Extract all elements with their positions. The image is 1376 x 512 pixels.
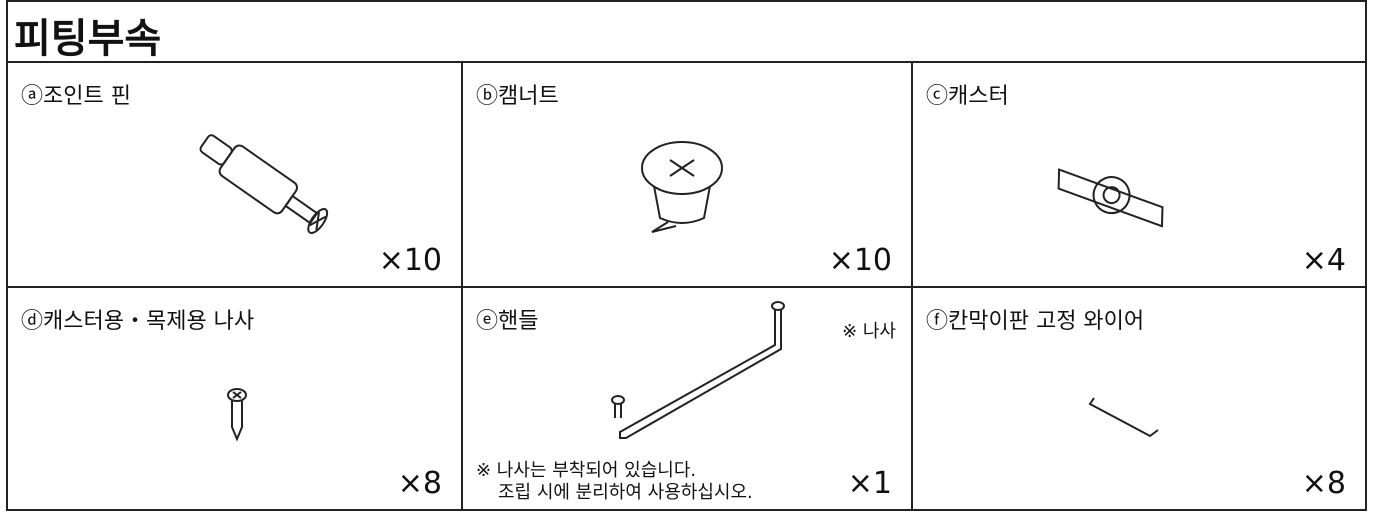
cell-label: ⓒ캐스터 — [926, 84, 1009, 109]
cell-count: ×8 — [1301, 466, 1346, 501]
cell-count: ×1 — [847, 466, 892, 501]
cell-label: ⓔ핸들 — [476, 309, 539, 334]
cell-count: ×10 — [828, 243, 892, 278]
cell-count: ×8 — [397, 466, 442, 501]
cell-label: ⓐ조인트 핀 — [21, 84, 131, 109]
cell-label: ⓑ캠너트 — [476, 84, 559, 109]
cell-note: ※ 나사 — [842, 321, 896, 342]
cell-count: ×4 — [1301, 243, 1346, 278]
cell-footnote: ※ 나사는 부착되어 있습니다. — [476, 460, 697, 481]
cell-footnote: 조립 시에 분리하여 사용하십시오. — [498, 482, 753, 503]
cell-count: ×10 — [378, 243, 442, 278]
cell-label: ⓓ캐스터용・목제용 나사 — [21, 309, 255, 334]
cell-label: ⓕ칸막이판 고정 와이어 — [926, 309, 1145, 334]
title: 피팅부속 — [14, 16, 162, 62]
